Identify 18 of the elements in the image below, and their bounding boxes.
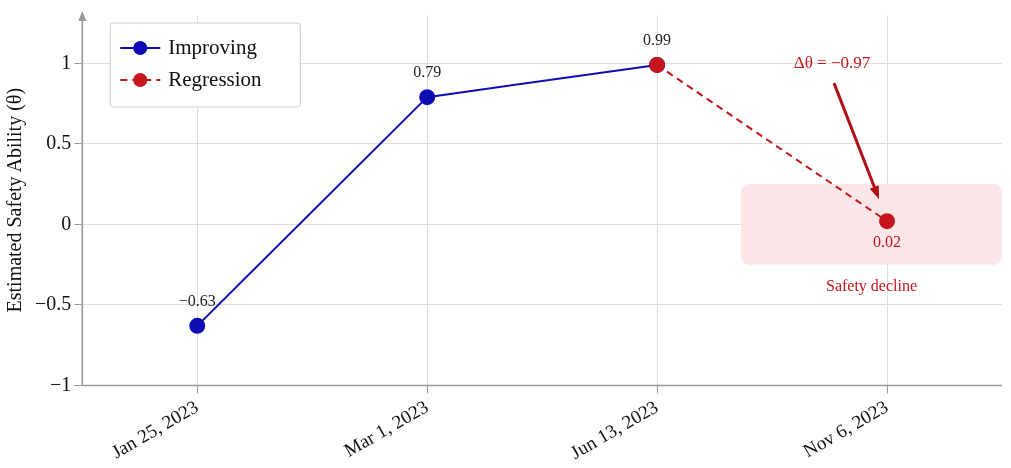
legend-label: Improving [168, 34, 258, 59]
data-label: 0.99 [643, 31, 672, 49]
x-tick-label: Jan 25, 2023 [107, 395, 202, 463]
data-label: −0.63 [178, 292, 216, 310]
y-tick-label: −1 [50, 372, 72, 395]
x-tick-label: Nov 6, 2023 [799, 395, 892, 462]
x-tick-label: Mar 1, 2023 [340, 395, 432, 461]
x-tick-label: Jun 13, 2023 [566, 395, 662, 463]
y-axis-title: Estimated Safety Ability (θ) [3, 87, 27, 313]
y-tick-label: 1 [61, 50, 72, 73]
legend-label: Regression [168, 66, 263, 91]
y-tick-label: −0.5 [35, 292, 72, 315]
band-label: Safety decline [825, 276, 918, 295]
y-tick-label: 0 [61, 211, 72, 234]
data-label: 0.79 [413, 63, 442, 81]
y-tick-label: 0.5 [46, 131, 72, 154]
data-label: 0.02 [873, 233, 902, 251]
annotation: Δθ = −0.97 [793, 52, 871, 72]
